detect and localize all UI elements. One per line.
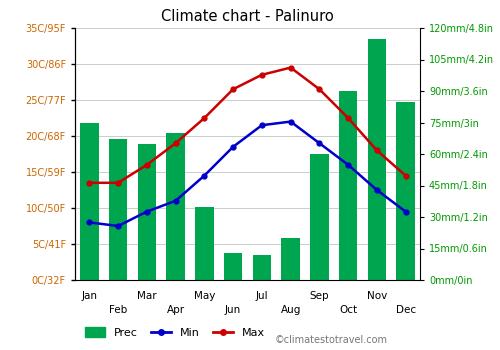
- Bar: [396, 102, 415, 280]
- Text: Jan: Jan: [82, 291, 98, 301]
- Bar: [109, 139, 128, 280]
- Text: Aug: Aug: [280, 305, 301, 315]
- Bar: [224, 253, 242, 280]
- Text: Nov: Nov: [367, 291, 387, 301]
- Text: Jul: Jul: [256, 291, 268, 301]
- Text: Mar: Mar: [137, 291, 156, 301]
- Bar: [166, 133, 185, 280]
- Bar: [252, 255, 271, 280]
- Text: Feb: Feb: [109, 305, 127, 315]
- Text: Apr: Apr: [166, 305, 184, 315]
- Legend: Prec, Min, Max: Prec, Min, Max: [80, 323, 270, 343]
- Bar: [138, 144, 156, 280]
- Bar: [339, 91, 357, 280]
- Text: Dec: Dec: [396, 305, 415, 315]
- Bar: [310, 154, 328, 280]
- Text: Sep: Sep: [310, 291, 329, 301]
- Bar: [80, 122, 98, 280]
- Bar: [282, 238, 300, 280]
- Text: Oct: Oct: [339, 305, 357, 315]
- Text: Jun: Jun: [225, 305, 241, 315]
- Text: May: May: [194, 291, 215, 301]
- Bar: [368, 38, 386, 280]
- Text: ©climatestotravel.com: ©climatestotravel.com: [275, 335, 388, 345]
- Bar: [195, 206, 214, 280]
- Title: Climate chart - Palinuro: Climate chart - Palinuro: [161, 9, 334, 24]
